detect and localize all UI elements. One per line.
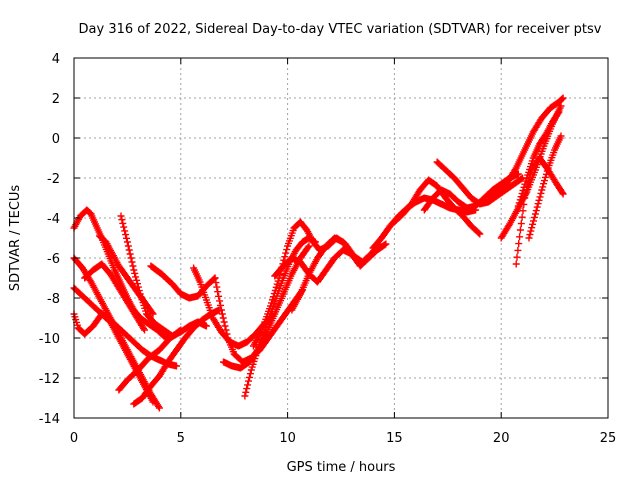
y-tick-label: 4 [52,52,60,67]
series-track-26 [514,108,563,210]
x-axis-title: GPS time / hours [287,460,396,475]
series-track-25 [525,132,565,242]
y-tick-label: 2 [52,92,60,107]
x-tick-label: 5 [177,431,185,446]
data-point-markers [525,132,565,242]
x-tick-label: 0 [70,431,78,446]
x-tick-label: 25 [600,431,617,446]
plot-frame [73,57,609,419]
y-tick-label: 0 [52,132,60,147]
x-tick-label: 10 [279,431,296,446]
chart-title: Day 316 of 2022, Sidereal Day-to-day VTE… [79,22,602,37]
series-track-17 [288,234,390,314]
series-track-8 [115,326,185,394]
y-tick-label: -14 [39,412,60,427]
y-tick-label: -12 [39,372,60,387]
data-point-markers [514,108,563,210]
series-track-22 [487,94,567,202]
grid [74,58,608,418]
y-axis-title: SDTVAR / TECUs [8,185,23,292]
series-track-5 [81,260,148,334]
data-point-markers [81,260,148,334]
y-tick-label: -4 [47,212,60,227]
x-tick-label: 20 [493,431,510,446]
data-point-markers [487,94,567,202]
axis-ticks: 0 5 10 15 20 25 -14 -12 -10 -8 -6 -4 -2 0 2 4 [39,52,617,446]
y-tick-label: -6 [47,252,60,267]
data-point-markers [288,234,390,314]
y-tick-label: -2 [47,172,60,187]
y-tick-label: -10 [39,332,60,347]
x-tick-label: 15 [386,431,403,446]
y-tick-label: -8 [47,292,60,307]
data-point-markers [115,326,185,394]
